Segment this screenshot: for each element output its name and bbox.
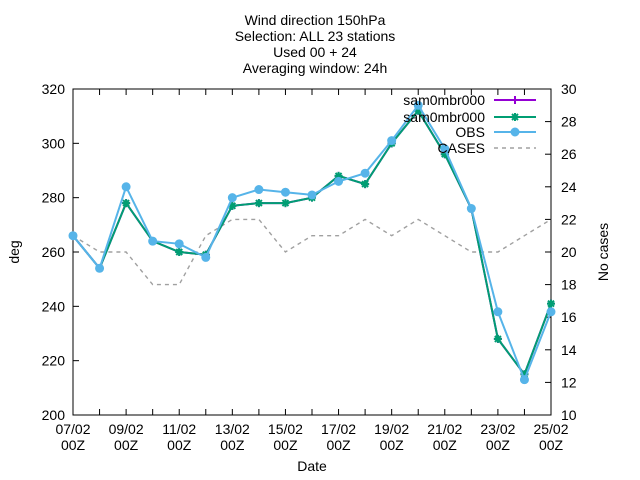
data-point	[387, 136, 397, 146]
x-tick-label-hour: 00Z	[486, 437, 511, 453]
data-point	[493, 334, 502, 343]
data-point	[280, 187, 290, 197]
data-point	[360, 168, 370, 178]
data-point	[68, 231, 78, 241]
data-point	[547, 299, 555, 308]
data-point	[307, 190, 317, 200]
data-point	[334, 171, 343, 180]
data-point	[493, 307, 503, 317]
data-point	[413, 100, 423, 110]
data-point	[466, 204, 476, 214]
data-point	[520, 370, 529, 379]
y2-tick-label: 28	[561, 114, 577, 130]
y-tick-label: 280	[42, 190, 66, 206]
y2-tick-label: 18	[561, 277, 577, 293]
y2-tick-label: 30	[561, 81, 577, 97]
y2-tick-label: 10	[561, 407, 577, 423]
y2-axis-label: No cases	[595, 223, 611, 281]
y-tick-label: 300	[42, 135, 66, 151]
data-point	[122, 199, 131, 208]
series-layer	[68, 100, 556, 385]
y2-tick-label: 16	[561, 309, 577, 325]
legend-label: sam0mbr000	[403, 92, 485, 108]
data-point	[414, 106, 423, 115]
x-axis-label: Date	[297, 458, 327, 474]
data-point	[227, 193, 237, 203]
legend-label: OBS	[455, 124, 485, 140]
chart-title-line-3: Used 00 + 24	[273, 44, 357, 60]
x-tick-label-hour: 00Z	[220, 437, 245, 453]
x-tick-label-date: 09/02	[109, 421, 144, 437]
x-tick-label-hour: 00Z	[114, 437, 139, 453]
data-point	[95, 263, 105, 273]
data-point	[201, 252, 211, 262]
data-point	[511, 96, 519, 104]
x-axis-ticks: 07/0200Z09/0200Z11/0200Z13/0200Z15/0200Z…	[55, 89, 569, 453]
y2-tick-label: 12	[561, 374, 577, 390]
data-point	[254, 185, 264, 195]
data-point	[440, 150, 449, 159]
data-point	[361, 180, 370, 189]
data-point	[519, 375, 529, 385]
y2-tick-label: 14	[561, 342, 577, 358]
data-point	[175, 248, 184, 256]
x-tick-label-date: 21/02	[427, 421, 462, 437]
data-point	[511, 113, 519, 121]
data-point	[121, 182, 131, 192]
y-tick-label: 320	[42, 81, 66, 97]
x-tick-label-date: 25/02	[533, 421, 568, 437]
x-tick-label-date: 07/02	[55, 421, 90, 437]
series-obs	[68, 100, 556, 385]
data-point	[510, 127, 520, 137]
x-tick-label-hour: 00Z	[326, 437, 351, 453]
x-tick-label-hour: 00Z	[433, 437, 458, 453]
data-point	[148, 236, 158, 246]
y-tick-label: 200	[42, 407, 66, 423]
y2-tick-label: 22	[561, 211, 577, 227]
y-axis-label: deg	[6, 240, 22, 263]
x-tick-label-hour: 00Z	[61, 437, 86, 453]
series-cases	[72, 218, 552, 286]
x-tick-label-date: 23/02	[480, 421, 515, 437]
x-tick-label-date: 17/02	[321, 421, 356, 437]
y-tick-label: 240	[42, 298, 66, 314]
data-point	[254, 199, 263, 208]
data-point	[281, 199, 290, 208]
x-tick-label-hour: 00Z	[539, 437, 564, 453]
legend-label: CASES	[438, 140, 485, 156]
y2-tick-label: 20	[561, 244, 577, 260]
x-tick-label-hour: 00Z	[273, 437, 298, 453]
data-point	[546, 307, 556, 317]
x-tick-label-date: 19/02	[374, 421, 409, 437]
x-tick-label-date: 11/02	[162, 421, 196, 437]
data-point	[228, 201, 237, 210]
x-tick-label-hour: 00Z	[380, 437, 405, 453]
y2-axis-ticks: 10 12 14 16 18 20 22 24 26 28 30	[545, 81, 577, 423]
y-axis-ticks: 200 220 240 260 280 300 320	[42, 81, 79, 423]
chart-title: Wind direction 150hPa Selection: ALL 23 …	[235, 12, 396, 76]
chart-title-line-2: Selection: ALL 23 stations	[235, 28, 396, 44]
x-tick-label-date: 15/02	[268, 421, 303, 437]
data-point	[440, 144, 450, 154]
legend-label: sam0mbr000	[403, 109, 485, 125]
chart-title-line-4: Averaging window: 24h	[243, 60, 388, 76]
y-tick-label: 260	[42, 244, 66, 260]
x-tick-label-date: 13/02	[215, 421, 250, 437]
x-tick-label-hour: 00Z	[167, 437, 192, 453]
y2-tick-label: 24	[561, 179, 577, 195]
data-point	[334, 176, 344, 186]
data-point	[174, 239, 184, 249]
chart-title-line-1: Wind direction 150hPa	[245, 12, 386, 28]
y-tick-label: 220	[42, 353, 66, 369]
series-line	[72, 218, 552, 286]
y2-tick-label: 26	[561, 146, 577, 162]
